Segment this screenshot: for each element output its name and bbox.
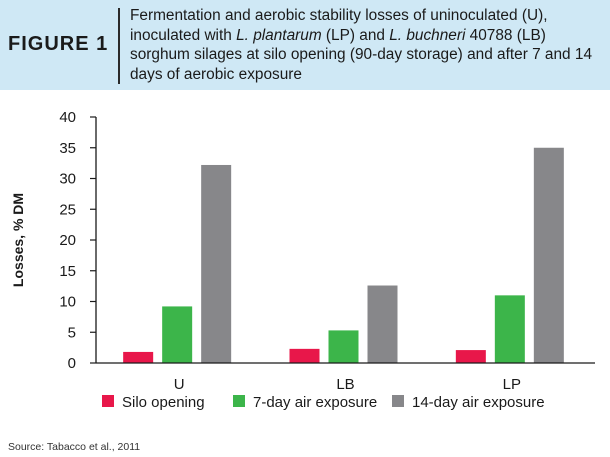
- bar-chart: 0 5 10 15 20 25 30 35 40 Losses, % DM U LB LP Silo …: [10, 109, 595, 411]
- y-axis: 0 5 10 15 20 25 30 35 40 Losses, % DM: [10, 109, 97, 372]
- y-tick-label: 0: [68, 355, 76, 372]
- x-axis: U LB LP: [96, 362, 595, 393]
- legend: Silo opening 7-day air exposure 14-day air…: [102, 394, 545, 411]
- caption-species-name: L. plantarum: [236, 26, 322, 44]
- header-bar: [0, 0, 610, 90]
- figure-caption: Fermentation and aerobic stability losse…: [130, 6, 602, 84]
- caption-text: (LP) and: [321, 26, 390, 44]
- y-tick-label: 10: [59, 294, 76, 311]
- figure-label: FIGURE 1: [8, 33, 109, 55]
- legend-label: 14-day air exposure: [412, 394, 545, 411]
- x-tick-label: LP: [503, 376, 521, 393]
- y-tick-label: 15: [59, 263, 76, 280]
- bar-u-series-1: [123, 351, 154, 363]
- legend-swatch: [392, 395, 404, 407]
- bar-u-series-2: [162, 306, 193, 363]
- legend-swatch: [233, 395, 245, 407]
- legend-label: 7-day air exposure: [253, 394, 377, 411]
- y-tick-label: 30: [59, 171, 76, 188]
- bar-lb-series-1: [289, 348, 320, 363]
- legend-swatch: [102, 395, 114, 407]
- header-divider: [118, 8, 120, 84]
- x-tick-label: U: [174, 376, 185, 393]
- bar-lb-series-3: [367, 285, 398, 363]
- legend-label: Silo opening: [122, 394, 205, 411]
- caption-text: 40788 (LB) sorghum silages at silo openi…: [130, 26, 593, 83]
- bar-lb-series-2: [328, 330, 359, 363]
- source-note: Source: Tabacco et al., 2011: [8, 441, 141, 453]
- y-tick-label: 40: [59, 109, 76, 126]
- bar-u-series-3: [201, 164, 232, 363]
- bar-lp-series-2: [494, 295, 525, 363]
- bar-lp-series-3: [533, 147, 564, 363]
- caption-text: Fermentation and aerobic stability losse…: [130, 7, 548, 44]
- y-axis-title: Losses, % DM: [10, 193, 26, 287]
- x-tick-label: LB: [336, 376, 354, 393]
- caption-species-name: L. buchneri: [389, 26, 466, 44]
- y-tick-label: 35: [59, 140, 76, 157]
- y-tick-label: 20: [59, 232, 76, 249]
- bars: [123, 147, 564, 363]
- y-tick-label: 5: [68, 324, 76, 341]
- y-tick-label: 25: [59, 201, 76, 218]
- bar-lp-series-1: [455, 350, 486, 363]
